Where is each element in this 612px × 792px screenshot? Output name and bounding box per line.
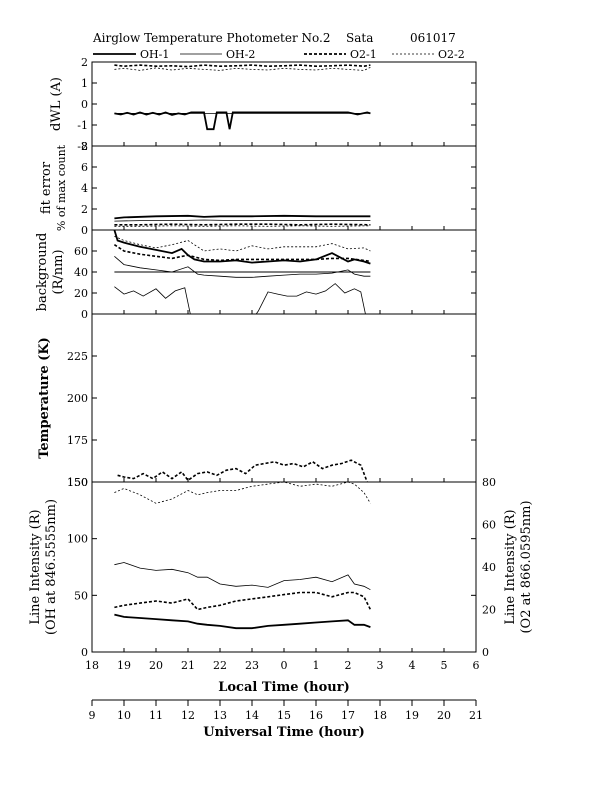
y-tick-label: 225 <box>67 350 88 363</box>
y-tick-label: 8 <box>81 140 88 153</box>
y-tick-label: 150 <box>67 476 88 489</box>
x-tick-label-local: 20 <box>149 659 163 672</box>
y-tick-label: 0 <box>81 224 88 237</box>
series-o2-2-panel-2 <box>114 235 371 252</box>
ylabel-temperature: Temperature (K) <box>37 337 52 459</box>
x-tick-label-ut: 12 <box>181 709 195 722</box>
x-tick-label-local: 1 <box>313 659 320 672</box>
y-tick-label: 0 <box>81 308 88 321</box>
panel-frame-dwl <box>91 61 477 147</box>
y-tick-label: 100 <box>67 533 88 546</box>
x-tick-label-ut: 16 <box>309 709 323 722</box>
y-tick-label: 0 <box>81 98 88 111</box>
y-tick-label: 150 <box>67 476 88 489</box>
y-tick-label: 1 <box>81 77 88 90</box>
y-tick-label: -1 <box>77 119 88 132</box>
station-name: Sata <box>346 31 373 45</box>
y-tick-label: 20 <box>74 287 88 300</box>
series-o2-1-panel-1 <box>114 223 371 226</box>
y-tick-label-right: 80 <box>482 476 496 489</box>
xlabel-ut: Universal Time (hour) <box>203 725 365 740</box>
series-o2-2-panel-4 <box>114 482 371 504</box>
y-tick-label: 2 <box>81 203 88 216</box>
x-tick-label-local: 22 <box>213 659 227 672</box>
series-o2-2-panel-0 <box>114 66 371 71</box>
y-tick-label-right: 0 <box>482 646 489 659</box>
y-tick-label-right: 40 <box>482 561 496 574</box>
x-tick-label-ut: 13 <box>213 709 227 722</box>
y-tick-label: 60 <box>74 245 88 258</box>
ylabel-intensity-left-sub: (OH at 846.5555nm) <box>44 499 59 635</box>
x-tick-label-ut: 17 <box>341 709 355 722</box>
series-o2-1-panel-0 <box>114 64 371 68</box>
series-oh-1-panel-4 <box>114 613 371 630</box>
x-tick-label-local: 21 <box>181 659 195 672</box>
series-oh-1-panel-0 <box>114 111 371 131</box>
legend-label-o21: O2-1 <box>350 48 377 61</box>
panel-frames <box>91 61 477 653</box>
y-tick-label-right: 20 <box>482 604 496 617</box>
series-o2-1-panel-4 <box>114 591 372 611</box>
date-code: 061017 <box>410 31 456 45</box>
y-tick-label: 40 <box>74 266 88 279</box>
x-tick-label-ut: 9 <box>89 709 96 722</box>
ylabel-fit-error-sub: % of max count <box>55 144 68 231</box>
series-oh-2-panel-1 <box>114 219 371 222</box>
x-tick-label-local: 18 <box>85 659 99 672</box>
y-tick-label: 6 <box>81 161 88 174</box>
series-oh-1-panel-1 <box>114 214 371 220</box>
y-tick-label: 2 <box>81 56 88 69</box>
chart-title: Airglow Temperature Photometer No.2 <box>92 31 331 45</box>
ylabel-dwl: dWL (A) <box>49 77 64 131</box>
ylabel-background: background <box>35 233 50 312</box>
x-tick-label-local: 5 <box>441 659 448 672</box>
x-tick-label-ut: 11 <box>149 709 163 722</box>
series-o2-2-panel-1 <box>114 225 371 227</box>
ticks-layer: 18 19 20 21 22 23 0 1 2 3 4 5 69 10 11 12 13 14 15 16 17 18 19… <box>67 56 496 722</box>
y-tick-label: -2 <box>77 140 88 153</box>
x-tick-label-local: 23 <box>245 659 259 672</box>
y-tick-label: 50 <box>74 589 88 602</box>
panel-frame-intensity <box>91 481 477 653</box>
series-oh-2-panel-2 <box>114 255 371 278</box>
y-tick-label-right: 60 <box>482 519 496 532</box>
ylabel-intensity-left: Line Intensity (R) <box>28 509 43 624</box>
x-tick-label-ut: 14 <box>245 709 259 722</box>
x-tick-label-local: 0 <box>281 659 288 672</box>
series-oh-2-panel-4 <box>114 562 371 591</box>
x-tick-label-local: 3 <box>377 659 384 672</box>
x-tick-label-ut: 20 <box>437 709 451 722</box>
y-tick-label: 0 <box>81 646 88 659</box>
legend-label-oh2: OH-2 <box>226 48 255 61</box>
x-tick-label-local: 19 <box>117 659 131 672</box>
x-tick-label-ut: 10 <box>117 709 131 722</box>
x-tick-label-local: 2 <box>345 659 352 672</box>
x-tick-label-ut: 18 <box>373 709 387 722</box>
legend: OH-1 OH-2 O2-1 O2-2 <box>93 48 465 61</box>
x-tick-label-ut: 15 <box>277 709 291 722</box>
x-tick-label-ut: 21 <box>469 709 483 722</box>
x-tick-label-local: 4 <box>409 659 416 672</box>
series-o2-1-panel-3 <box>117 459 368 482</box>
series-oh-1-panel-2 <box>113 230 371 265</box>
ylabel-intensity-right-sub: (O2 at 866.0595nm) <box>519 500 534 633</box>
series-o2-1-panel-2 <box>113 244 371 263</box>
legend-label-oh1: OH-1 <box>140 48 169 61</box>
y-tick-label: 4 <box>81 182 88 195</box>
ylabel-fit-error: fit error <box>39 161 54 214</box>
x-tick-label-ut: 19 <box>405 709 419 722</box>
panel-frame-temperature <box>91 313 477 483</box>
series-oh-2-lower-panel-2 <box>114 283 366 314</box>
legend-label-o22: O2-2 <box>438 48 465 61</box>
ylabel-background-sub: (R/nm) <box>51 249 66 294</box>
ylabel-intensity-right: Line Intensity (R) <box>503 509 518 624</box>
y-tick-label: 175 <box>67 434 88 447</box>
x-tick-label-local: 6 <box>473 659 480 672</box>
y-tick-label: 200 <box>67 392 88 405</box>
xlabel-local: Local Time (hour) <box>218 680 350 695</box>
series-layer <box>113 64 372 630</box>
